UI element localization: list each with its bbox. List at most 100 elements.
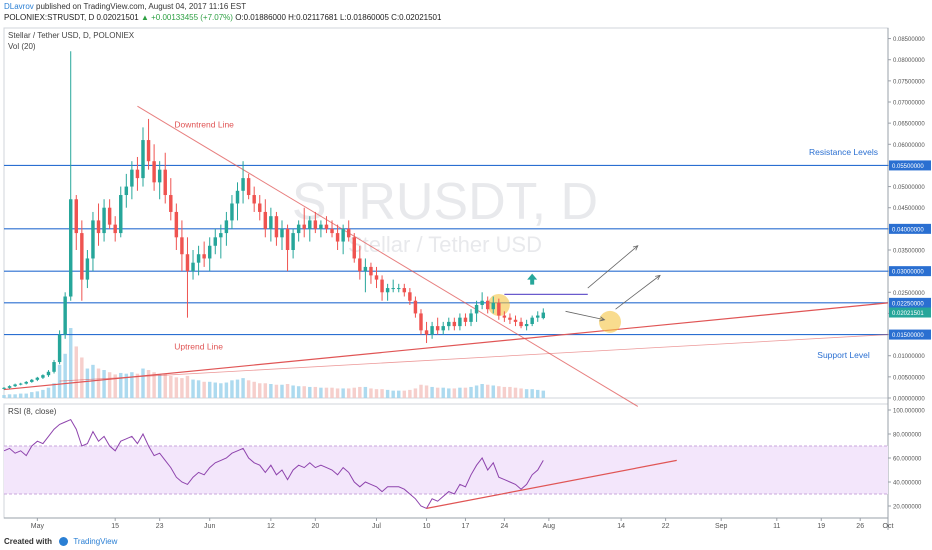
candle-body [202, 254, 206, 259]
author-link[interactable]: DLavrov [4, 2, 34, 11]
volume-bar [330, 387, 334, 398]
candle [18, 382, 23, 386]
projection-arrow [615, 274, 661, 310]
projection-arrow-line [615, 275, 661, 310]
time-tick-label: 19 [817, 523, 825, 530]
candle-body [57, 334, 62, 363]
candle-body [224, 220, 229, 234]
candle [335, 224, 340, 250]
candle [7, 385, 12, 389]
price-label: 0.03000000 [889, 266, 931, 277]
candle [196, 245, 201, 276]
candle [30, 378, 34, 383]
candle-body [80, 233, 84, 280]
candle-body [352, 237, 356, 259]
price-axis-ticks: 0.08500000 0.08000000 0.07500000 0.07000000… [888, 37, 925, 403]
candle [491, 296, 495, 314]
volume-bar [135, 373, 140, 398]
volume-bar [480, 384, 484, 398]
candle [341, 224, 345, 255]
rsi-tick-label: 100.000000 [893, 409, 925, 415]
publish-text: published on TradingView.com, August 04,… [36, 2, 247, 11]
volume-bar [502, 386, 507, 398]
volume-bar [269, 384, 273, 398]
candle [369, 262, 373, 284]
price-label-box [889, 223, 931, 234]
candle-body [308, 220, 312, 229]
volume-bar [419, 384, 423, 398]
volume-bar [319, 387, 323, 398]
price-label: 0.02021501 [889, 307, 931, 318]
candle [269, 207, 273, 242]
candle-body [369, 266, 373, 276]
volume-bar [74, 346, 79, 398]
volume-bar [447, 388, 451, 398]
candle [402, 283, 407, 297]
volume-bar [324, 387, 329, 398]
candle [352, 233, 356, 263]
created-with-text: Created with [4, 537, 53, 546]
volume-bar [485, 384, 490, 398]
candle [224, 211, 229, 246]
rsi-label: RSI (8, close) [8, 407, 57, 416]
volume-bar [452, 388, 457, 398]
candle-body [469, 313, 473, 322]
candle [435, 317, 440, 335]
candle-body [230, 203, 234, 221]
candle [497, 298, 501, 320]
candle [74, 195, 79, 250]
candle-body [391, 288, 395, 290]
time-tick-label: 12 [267, 523, 275, 530]
tradingview-brand[interactable]: TradingView [73, 537, 118, 546]
candle-body [402, 288, 407, 293]
candle-body [497, 302, 501, 316]
footer: Created with TradingView [0, 534, 932, 550]
candle [463, 313, 468, 327]
candle [68, 51, 73, 301]
candle [258, 195, 262, 221]
candle-body [480, 300, 484, 305]
volume-bar [463, 387, 468, 398]
candle-body [7, 386, 12, 388]
candle-body [458, 317, 462, 327]
volume-bar [96, 368, 101, 398]
volume-bar [7, 394, 12, 398]
horizontal-levels [4, 164, 888, 336]
candle [91, 211, 95, 272]
price-tick-label: 0.06000000 [893, 143, 925, 149]
candle [141, 127, 145, 187]
projection-arrow-line [565, 310, 605, 321]
volume-bar [397, 390, 401, 398]
volume-bar [524, 389, 529, 398]
candle-body [246, 178, 251, 196]
volume-bar [174, 377, 179, 398]
uptrend-line [3, 302, 889, 391]
price-label-text: 0.02021501 [892, 311, 924, 317]
candle [207, 237, 212, 272]
time-tick-label: Sep [715, 523, 728, 530]
candle [397, 283, 401, 293]
candle-body [185, 254, 190, 272]
candle-body [113, 224, 117, 234]
candle [85, 250, 90, 289]
volume-bar [424, 385, 429, 398]
candle-body [341, 228, 345, 242]
price-label-box [889, 266, 931, 277]
candle [447, 317, 451, 331]
volume-bar [46, 387, 51, 398]
volume-bar [63, 353, 67, 398]
price-tick-label: 0.07000000 [893, 101, 925, 107]
symbol-label: Stellar / Tether USD, D, POLONIEX [8, 31, 135, 40]
candle-body [413, 300, 418, 314]
candle [135, 156, 140, 191]
candle [230, 195, 234, 229]
volume-label: Vol (20) [8, 42, 36, 51]
projection-arrow [587, 245, 639, 289]
time-tick-label: 24 [500, 523, 508, 530]
candle [107, 199, 112, 229]
volume-bar [113, 374, 117, 398]
time-tick-label: 17 [462, 523, 470, 530]
candle-body [157, 169, 162, 183]
candle [313, 211, 318, 234]
